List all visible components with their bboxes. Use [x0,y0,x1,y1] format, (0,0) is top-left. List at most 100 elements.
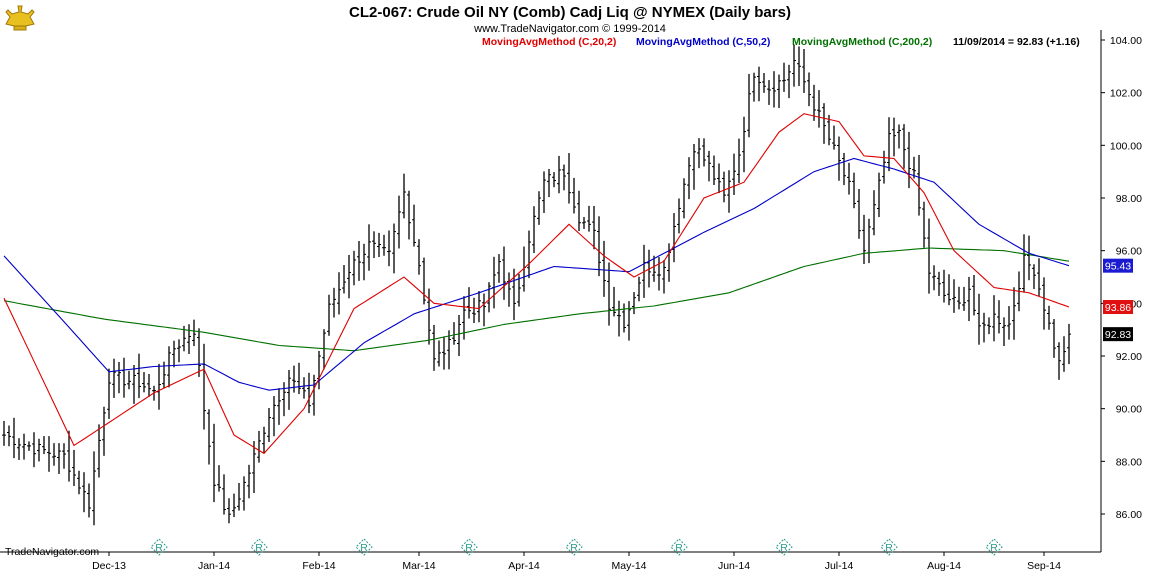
value-tag-price: 92.83 [1103,327,1133,342]
price-bar [627,301,631,341]
time-tick-label: Jul-14 [825,560,854,572]
price-bar [192,319,196,347]
ma50-line [3,157,1070,391]
price-bar [767,80,771,105]
value-tag-box [1103,258,1133,273]
price-bar [862,214,866,264]
price-bar [217,465,221,492]
price-bar [972,274,976,316]
rollover-marker-icon: R [355,538,373,556]
price-bar [287,369,291,410]
price-bar [987,317,991,335]
rollover-letter: R [675,542,683,554]
price-bar [372,231,376,259]
price-bar [347,254,351,299]
price-bar [787,64,791,99]
price-bar [1012,287,1016,340]
price-bar [687,157,691,200]
price-bar [1057,342,1061,380]
rollover-diamond [460,538,478,556]
price-axis: 86.0088.0090.0092.0094.0096.0098.00100.0… [1101,35,1142,521]
price-bar [672,213,676,263]
price-bar [472,297,476,324]
price-bar [317,350,321,390]
price-bar [677,198,681,234]
price-bar [422,257,426,305]
price-bar [117,362,121,394]
price-bar [782,62,786,92]
price-bar [47,436,51,472]
legend-ma50: MovingAvgMethod (C,50,2) [636,36,770,48]
price-bar [382,234,386,256]
price-bar [427,288,431,345]
ma200-line [3,247,1070,352]
price-bar [92,451,96,526]
price-bar [507,272,511,307]
price-bar [417,239,421,275]
price-tick-label: 102.00 [1110,88,1142,100]
price-bar [727,170,731,213]
price-bar [262,426,266,454]
price-bar [917,154,921,216]
price-bar [1062,336,1066,372]
price-bar [697,138,701,169]
price-bar [97,424,101,478]
price-bar [1047,305,1051,330]
price-bar [847,162,851,195]
price-bar [102,406,106,456]
price-bar [52,443,56,466]
price-bar [202,343,206,430]
price-bar [357,240,361,281]
rollover-marker-icon: R [670,538,688,556]
price-bar [652,255,656,282]
price-bar [602,240,606,297]
price-bar [292,365,296,393]
brand-text: TradeNavigator.com [5,546,99,558]
price-bar [207,409,211,465]
price-bar [42,436,46,455]
price-bar [437,340,441,367]
time-tick-label: Aug-14 [927,560,961,572]
price-bar [12,417,16,459]
price-bar [337,272,341,315]
price-bar [397,195,401,249]
price-bar [127,370,131,390]
price-bar [562,164,566,191]
price-bar [27,441,31,451]
price-bar [142,372,146,393]
price-bar [597,216,601,277]
price-bar [817,90,821,128]
price-bar [967,276,971,322]
chart-header: CL2-067: Crude Oil NY (Comb) Cadj Liq @ … [349,4,1080,48]
price-bar [1067,323,1071,365]
price-bar [952,279,956,313]
price-bar [752,72,756,102]
price-bar [572,177,576,214]
price-bar [7,425,11,447]
price-bar [587,205,591,232]
price-bar [1032,264,1036,290]
rollover-letter: R [780,542,788,554]
price-bar [387,230,391,267]
legend-ma200: MovingAvgMethod (C,200,2) [792,36,932,48]
price-bar [657,257,661,291]
price-bar [107,368,111,419]
price-bar [367,224,371,271]
price-bar [2,420,6,446]
value-tag-label: 92.83 [1105,329,1131,341]
price-bar [457,314,461,357]
price-bar [492,256,496,309]
price-bar [37,438,41,462]
rollover-diamond [355,538,373,556]
rollover-letter: R [885,542,893,554]
price-bar [172,340,176,368]
rollover-diamond [670,538,688,556]
price-bar [267,408,271,442]
price-bar [232,493,236,518]
rollover-letter: R [570,542,578,554]
price-bar [272,396,276,437]
time-tick-label: Sep-14 [1027,560,1061,572]
time-tick-label: May-14 [611,560,646,572]
price-bar [567,153,571,204]
